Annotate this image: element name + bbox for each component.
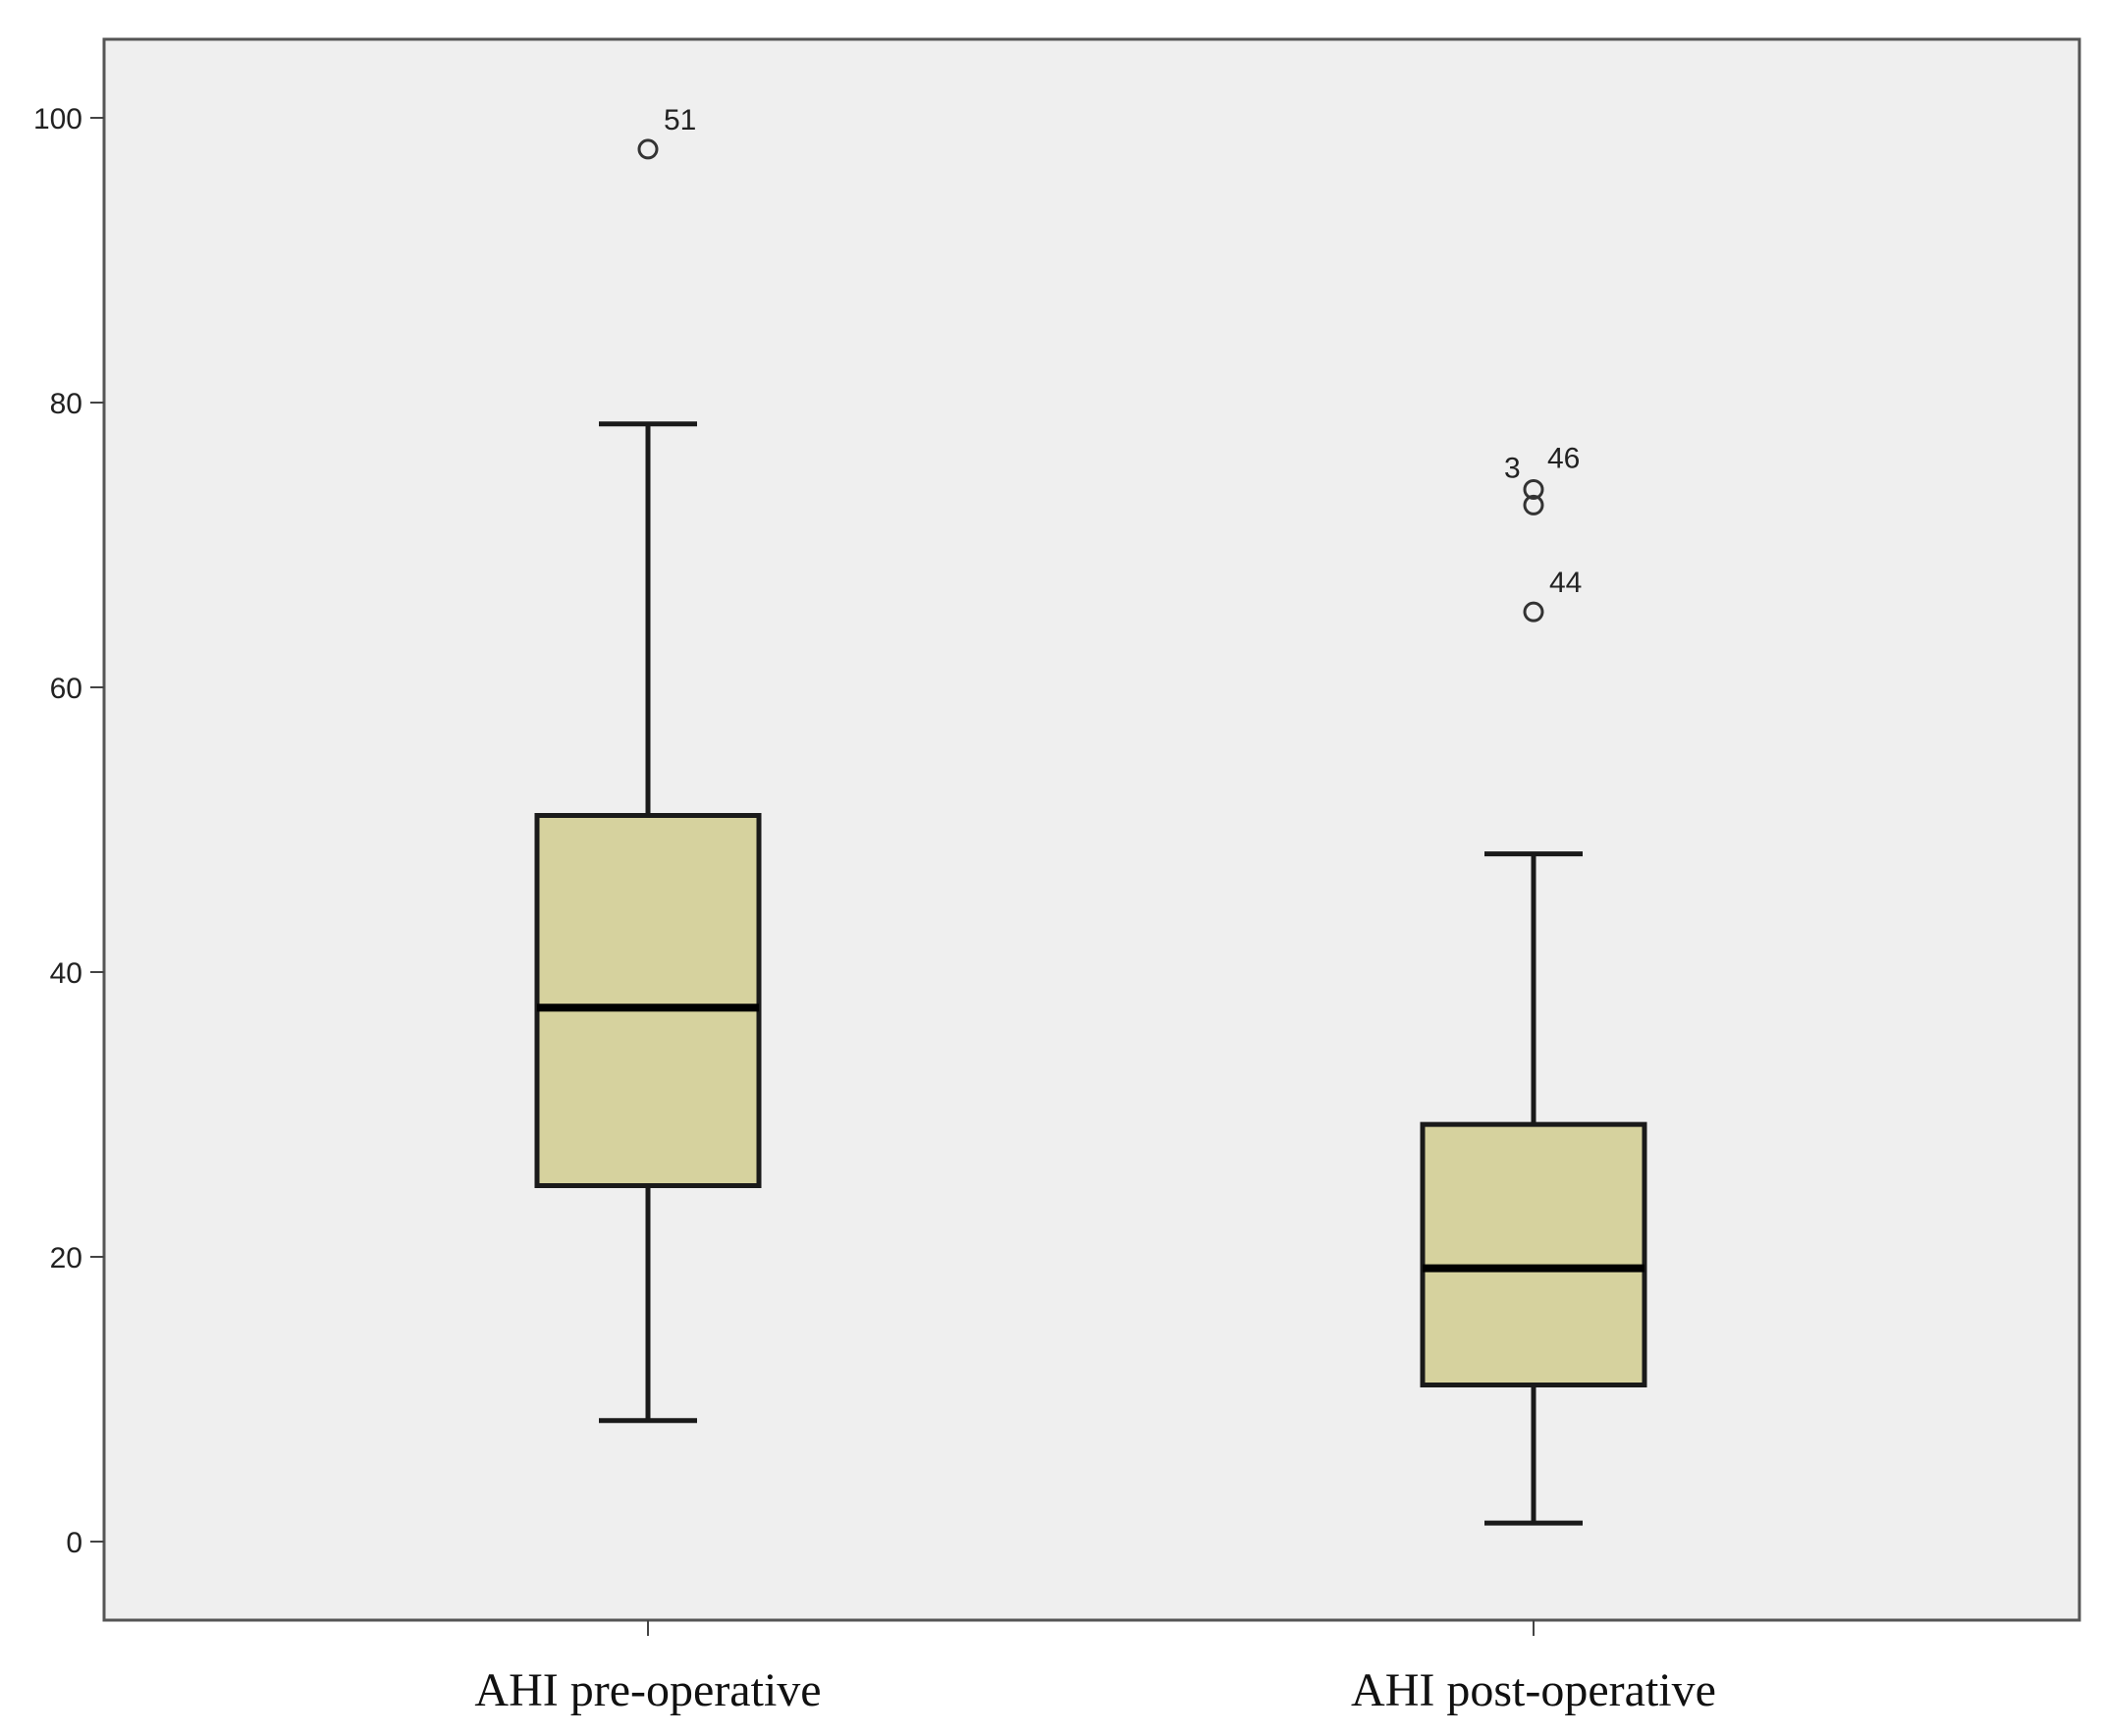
y-tick-label: 60 [50, 673, 82, 705]
box-group: 3 46 44 [1420, 442, 1647, 1526]
y-tick-label: 40 [50, 957, 82, 990]
outlier-point [1523, 494, 1544, 515]
outlier-label: 3 [1504, 452, 1521, 484]
y-axis: 0 20 40 60 80 100 [33, 103, 104, 1559]
plot-area [102, 37, 2081, 1622]
iqr-box [534, 813, 762, 1188]
y-tick-label: 80 [50, 388, 82, 420]
outlier-point [1523, 478, 1544, 500]
outlier-point [637, 138, 659, 160]
boxes: 51 3 46 44 [534, 104, 1647, 1526]
iqr-box [1420, 1121, 1647, 1388]
y-tick-label: 20 [50, 1242, 82, 1275]
outlier-label: 46 [1547, 442, 1580, 474]
x-category-label: AHI post-operative [1351, 1664, 1716, 1716]
x-category-label: AHI pre-operative [474, 1664, 821, 1716]
y-tick-label: 100 [33, 103, 82, 136]
outlier-label: 51 [664, 104, 696, 136]
x-axis: AHI pre-operative AHI post-operative [474, 1620, 1716, 1716]
box-group: 51 [534, 104, 762, 1424]
outlier-point [1523, 601, 1544, 623]
outlier-label: 44 [1549, 567, 1582, 599]
y-tick-label: 0 [66, 1527, 82, 1559]
